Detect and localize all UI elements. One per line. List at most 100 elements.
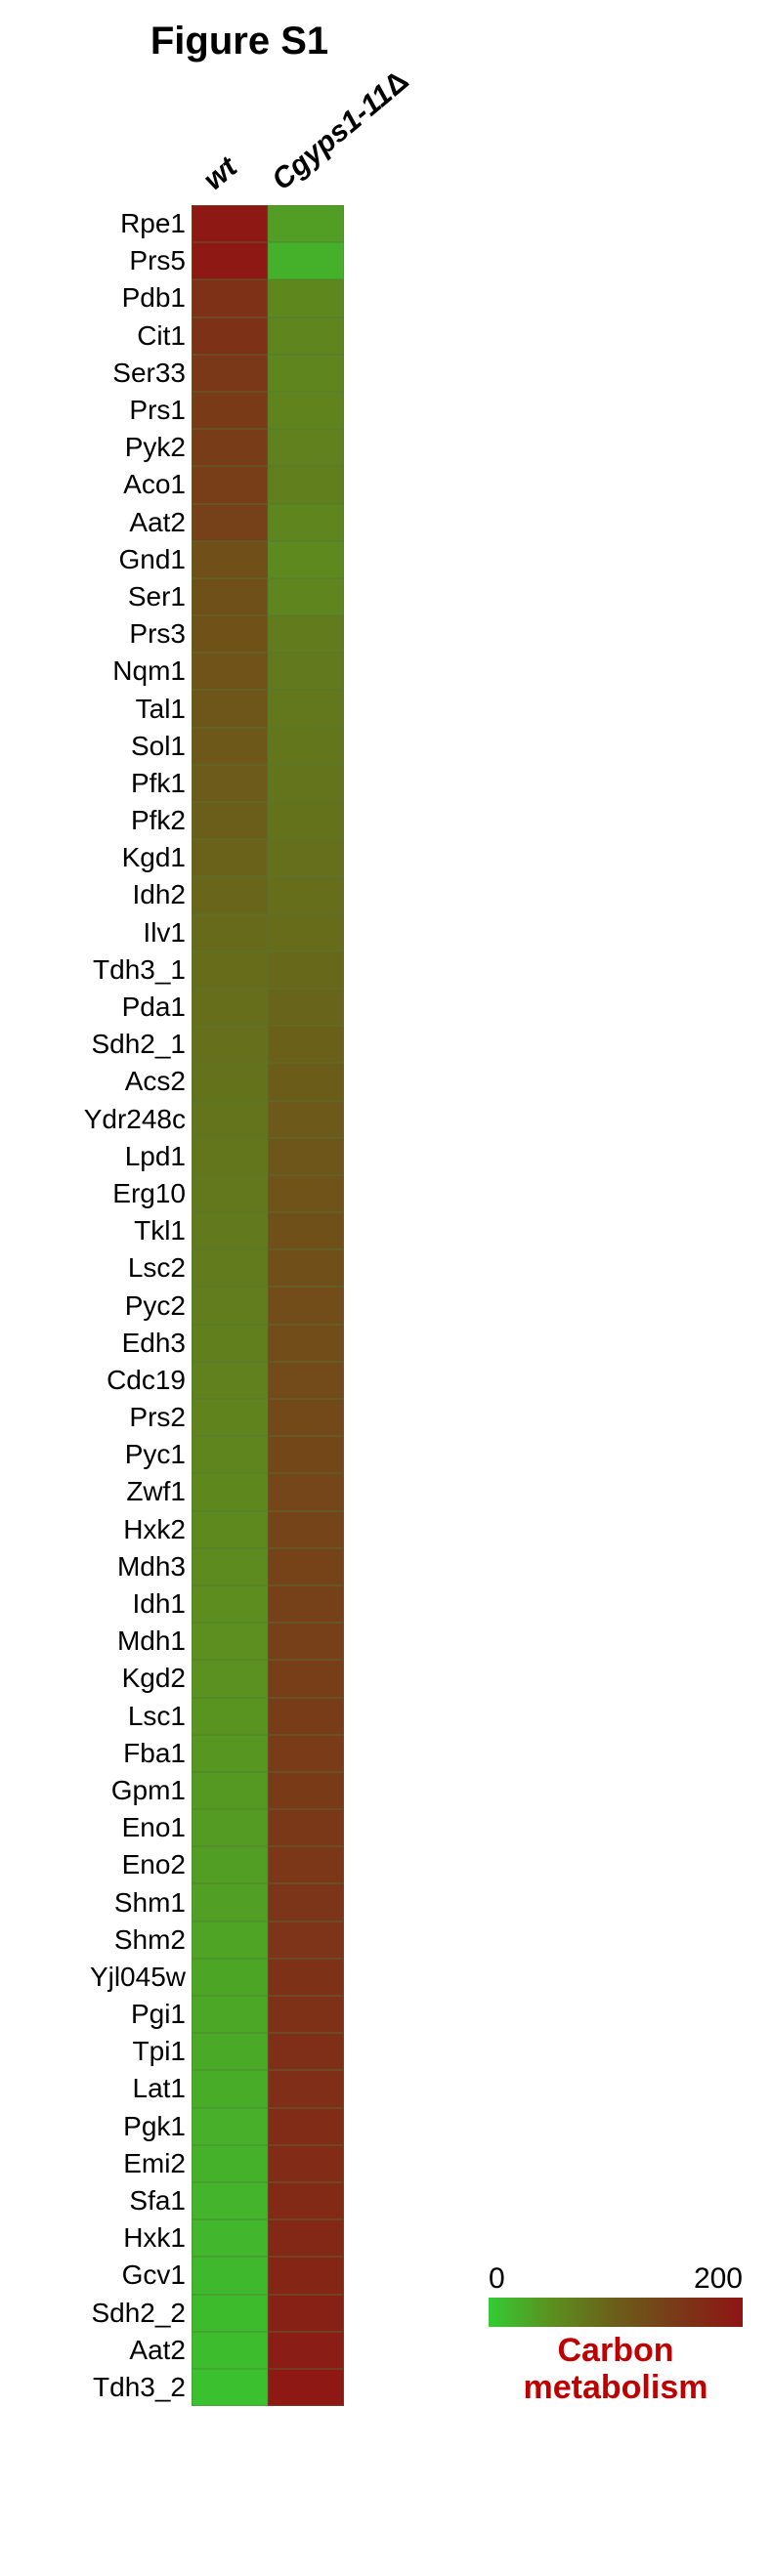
chart-area: wtCgyps1-11Δ Rpe1Prs5Pdb1Cit1Ser33Prs1Py… xyxy=(20,73,752,2406)
heatmap-row: Hxk1 xyxy=(20,2219,752,2257)
row-label: Ydr248c xyxy=(20,1104,192,1135)
row-label: Pdb1 xyxy=(20,282,192,314)
heatmap-cell xyxy=(268,951,344,989)
heatmap-cell xyxy=(268,2332,344,2369)
heatmap-cell xyxy=(268,1212,344,1249)
row-cells xyxy=(192,1585,344,1623)
heatmap-cell xyxy=(268,1623,344,1660)
heatmap-row: Aco1 xyxy=(20,466,752,503)
heatmap-cell xyxy=(268,1063,344,1100)
row-label: Nqm1 xyxy=(20,655,192,687)
row-label: Rpe1 xyxy=(20,208,192,239)
heatmap-cell xyxy=(192,578,268,615)
row-cells xyxy=(192,2332,344,2369)
heatmap-cell xyxy=(192,541,268,578)
heatmap-cell xyxy=(268,2070,344,2107)
row-label: Erg10 xyxy=(20,1178,192,1209)
row-label: Sdh2_2 xyxy=(20,2298,192,2329)
heatmap-row: Hxk2 xyxy=(20,1511,752,1548)
heatmap-cell xyxy=(192,2108,268,2145)
row-label: Shm1 xyxy=(20,1887,192,1919)
row-label: Edh3 xyxy=(20,1328,192,1359)
heatmap-cell xyxy=(192,802,268,839)
row-label: Ser33 xyxy=(20,358,192,389)
row-label: Tpi1 xyxy=(20,2036,192,2067)
heatmap-cell xyxy=(192,466,268,503)
column-header-0: wt xyxy=(197,151,243,197)
heatmap-cell xyxy=(268,765,344,802)
heatmap-cell xyxy=(268,1175,344,1212)
heatmap-cell xyxy=(268,1399,344,1436)
row-label: Emi2 xyxy=(20,2148,192,2179)
heatmap-row: Tpi1 xyxy=(20,2033,752,2070)
row-cells xyxy=(192,1846,344,1883)
heatmap-row: Ydr248c xyxy=(20,1101,752,1138)
row-cells xyxy=(192,2033,344,2070)
row-cells xyxy=(192,242,344,279)
heatmap-cell xyxy=(192,392,268,429)
row-cells xyxy=(192,2182,344,2219)
row-label: Pgk1 xyxy=(20,2111,192,2142)
row-label: Kgd1 xyxy=(20,842,192,873)
row-label: Shm2 xyxy=(20,1924,192,1956)
row-cells xyxy=(192,504,344,541)
heatmap-cell xyxy=(268,355,344,392)
heatmap-row: Emi2 xyxy=(20,2145,752,2182)
heatmap-row: Pyk2 xyxy=(20,429,752,466)
heatmap-row: Gnd1 xyxy=(20,541,752,578)
row-cells xyxy=(192,1175,344,1212)
row-cells xyxy=(192,541,344,578)
row-cells xyxy=(192,1883,344,1921)
row-label: Idh2 xyxy=(20,879,192,910)
row-cells xyxy=(192,1959,344,1996)
heatmap-cell xyxy=(268,1959,344,1996)
heatmap-cell xyxy=(192,1921,268,1959)
heatmap-row: Ilv1 xyxy=(20,914,752,951)
row-label: Pgi1 xyxy=(20,1999,192,2030)
row-cells xyxy=(192,2219,344,2257)
heatmap-cell xyxy=(192,1287,268,1324)
heatmap-row: Eno1 xyxy=(20,1809,752,1846)
heatmap-row: Sdh2_1 xyxy=(20,1026,752,1063)
heatmap-cell xyxy=(268,1809,344,1846)
heatmap-cell xyxy=(268,1287,344,1324)
row-cells xyxy=(192,2257,344,2294)
row-cells xyxy=(192,1325,344,1362)
row-cells xyxy=(192,839,344,876)
heatmap-row: Shm1 xyxy=(20,1883,752,1921)
heatmap-cell xyxy=(192,429,268,466)
heatmap-row: Lsc1 xyxy=(20,1698,752,1735)
row-label: Pda1 xyxy=(20,992,192,1023)
heatmap-cell xyxy=(268,1660,344,1697)
heatmap-row: Mdh1 xyxy=(20,1623,752,1660)
row-cells xyxy=(192,279,344,317)
heatmap-cell xyxy=(192,690,268,727)
heatmap-cell xyxy=(268,876,344,913)
row-cells xyxy=(192,653,344,690)
column-headers: wtCgyps1-11Δ xyxy=(192,73,752,205)
heatmap-cell xyxy=(192,914,268,951)
heatmap-cell xyxy=(268,541,344,578)
heatmap-cell xyxy=(268,1548,344,1585)
heatmap-row: Mdh3 xyxy=(20,1548,752,1585)
heatmap-cell xyxy=(192,2332,268,2369)
heatmap-cell xyxy=(192,1436,268,1473)
row-cells xyxy=(192,2070,344,2107)
heatmap-cell xyxy=(192,504,268,541)
heatmap-cell xyxy=(268,2257,344,2294)
heatmap-row: Pgk1 xyxy=(20,2108,752,2145)
heatmap-cell xyxy=(192,2369,268,2406)
heatmap-row: Erg10 xyxy=(20,1175,752,1212)
heatmap-cell xyxy=(268,1325,344,1362)
row-cells xyxy=(192,1287,344,1324)
row-cells xyxy=(192,1996,344,2033)
row-cells xyxy=(192,392,344,429)
row-cells xyxy=(192,989,344,1026)
row-label: Pyc2 xyxy=(20,1290,192,1322)
row-cells xyxy=(192,2145,344,2182)
row-label: Lsc2 xyxy=(20,1252,192,1284)
heatmap-cell xyxy=(192,1959,268,1996)
row-cells xyxy=(192,615,344,653)
heatmap-row: Lsc2 xyxy=(20,1249,752,1287)
heatmap-row: Cit1 xyxy=(20,317,752,355)
